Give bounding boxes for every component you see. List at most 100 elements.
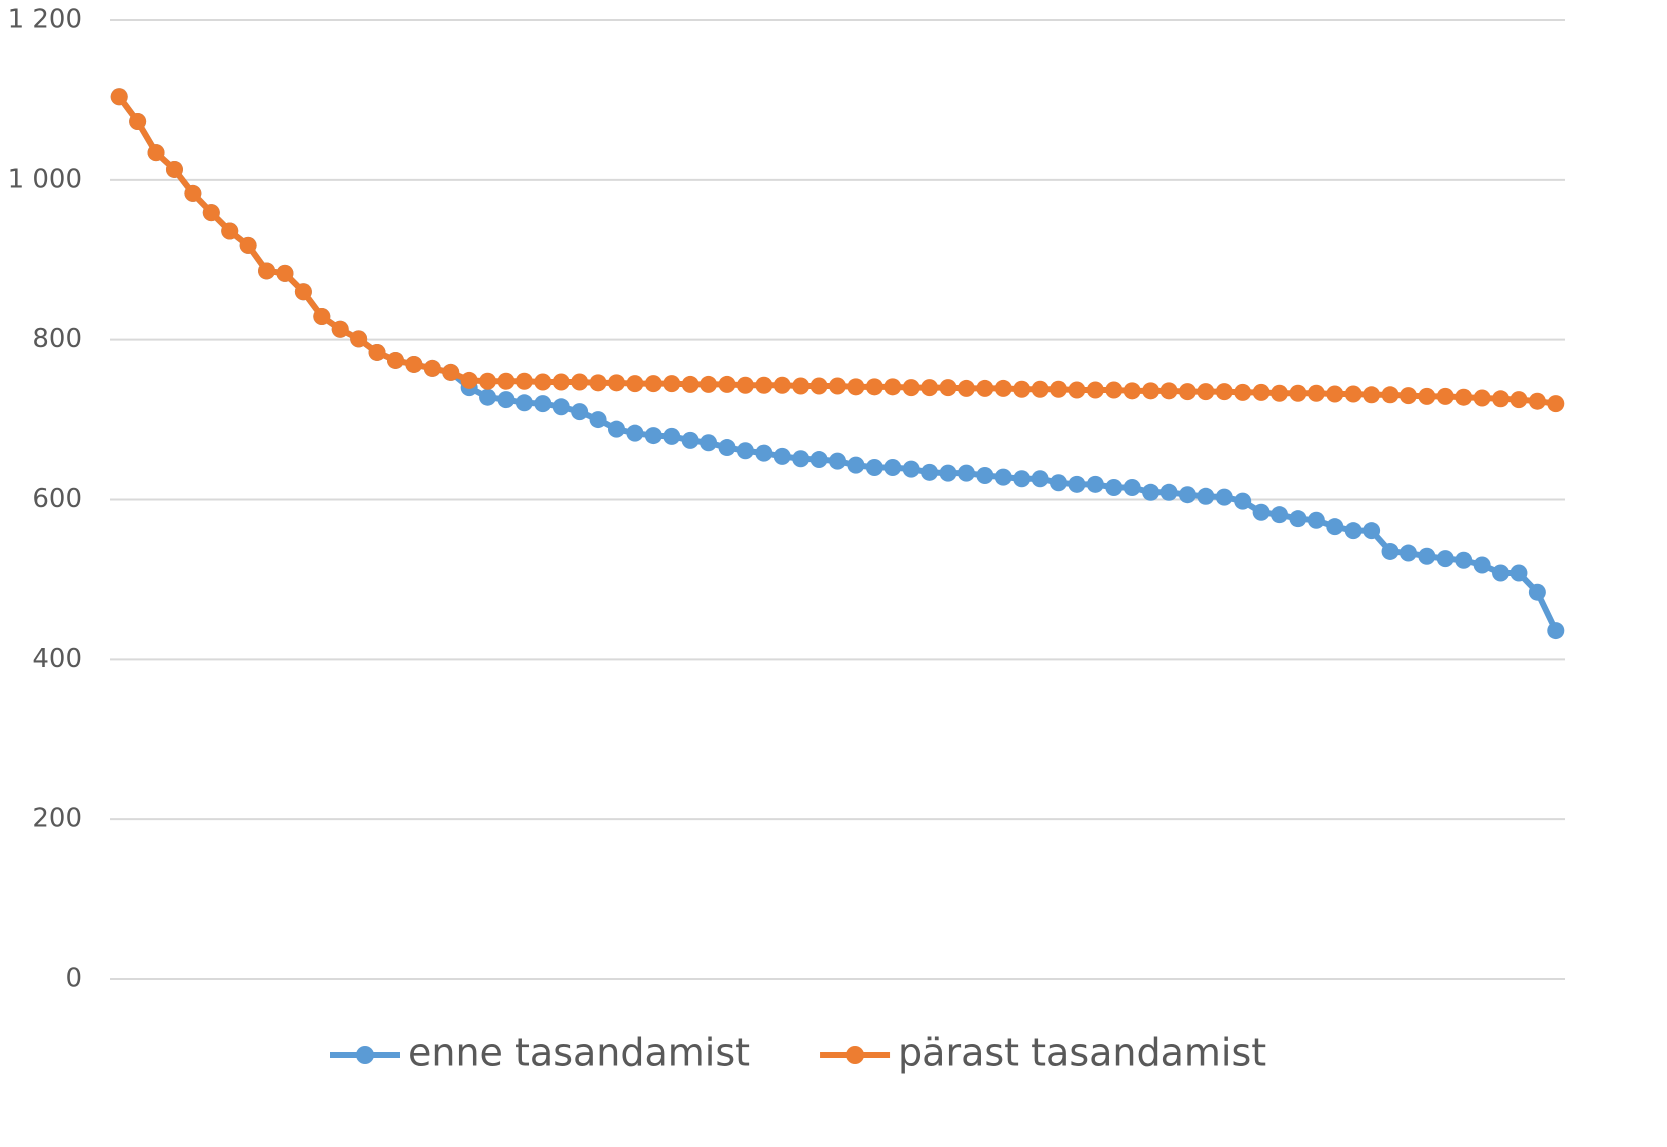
y-tick-label: 1 200 (8, 5, 82, 35)
point (607, 420, 625, 438)
point (479, 372, 497, 390)
point (1399, 387, 1417, 405)
point (1178, 486, 1196, 504)
point (1381, 386, 1399, 404)
point (810, 377, 828, 395)
point (810, 451, 828, 469)
point (902, 460, 920, 478)
point (1215, 488, 1233, 506)
point (902, 379, 920, 397)
point (994, 468, 1012, 486)
point (1086, 381, 1104, 399)
point (1455, 551, 1473, 569)
point (258, 262, 276, 280)
point (1492, 390, 1510, 408)
point (1160, 483, 1178, 501)
point (515, 372, 533, 390)
point (1455, 388, 1473, 406)
point (1050, 380, 1068, 398)
point (865, 378, 883, 396)
point (1547, 395, 1565, 413)
point (1105, 381, 1123, 399)
point (386, 351, 404, 369)
point (1363, 386, 1381, 404)
point (976, 379, 994, 397)
point (607, 374, 625, 392)
y-tick-label: 200 (32, 804, 82, 834)
y-tick-label: 800 (32, 324, 82, 354)
point (847, 456, 865, 474)
point (571, 403, 589, 421)
point (276, 264, 294, 282)
point (1289, 384, 1307, 402)
point (792, 377, 810, 395)
point (1528, 583, 1546, 601)
point (1307, 384, 1325, 402)
point (921, 379, 939, 397)
point (644, 427, 662, 445)
point (736, 376, 754, 394)
point (515, 394, 533, 412)
point (405, 355, 423, 373)
point (239, 236, 257, 254)
point (957, 379, 975, 397)
point (976, 467, 994, 485)
point (534, 373, 552, 391)
point (681, 375, 699, 393)
point (700, 375, 718, 393)
point (957, 464, 975, 482)
point (644, 375, 662, 393)
point (1105, 479, 1123, 497)
point (755, 376, 773, 394)
legend-label: pärast tasandamist (898, 1031, 1266, 1075)
legend-marker (846, 1046, 865, 1064)
legend-marker (356, 1046, 374, 1064)
point (1528, 392, 1546, 410)
point (700, 434, 718, 452)
point (1142, 483, 1160, 501)
point (773, 376, 791, 394)
point (663, 375, 681, 393)
point (1344, 522, 1362, 540)
point (442, 363, 460, 381)
point (497, 391, 515, 409)
point (1436, 550, 1454, 568)
point (1086, 475, 1104, 493)
point (994, 379, 1012, 397)
point (1326, 518, 1344, 536)
point (1289, 510, 1307, 528)
point (829, 377, 846, 395)
point (1473, 556, 1491, 574)
series-line (116, 94, 1557, 407)
point (884, 459, 902, 477)
y-tick-label: 0 (65, 964, 82, 994)
point (1234, 492, 1252, 510)
point (626, 375, 644, 393)
point (147, 144, 165, 162)
point (589, 374, 607, 392)
point (1142, 382, 1160, 400)
point (1123, 382, 1141, 400)
point (663, 427, 681, 445)
point (313, 307, 331, 325)
point (1271, 506, 1289, 524)
point (202, 204, 220, 222)
point (884, 378, 902, 396)
point (1031, 470, 1049, 488)
point (1492, 564, 1510, 582)
point (479, 388, 497, 406)
point (1160, 382, 1178, 400)
y-tick-label: 1 000 (8, 164, 82, 194)
point (718, 375, 736, 393)
point (368, 343, 386, 361)
point (1436, 387, 1454, 405)
point (552, 373, 570, 391)
point (1344, 385, 1362, 403)
point (736, 442, 754, 460)
point (165, 160, 183, 178)
point (1252, 383, 1270, 401)
point (1068, 381, 1086, 399)
point (718, 439, 736, 457)
point (847, 378, 865, 396)
